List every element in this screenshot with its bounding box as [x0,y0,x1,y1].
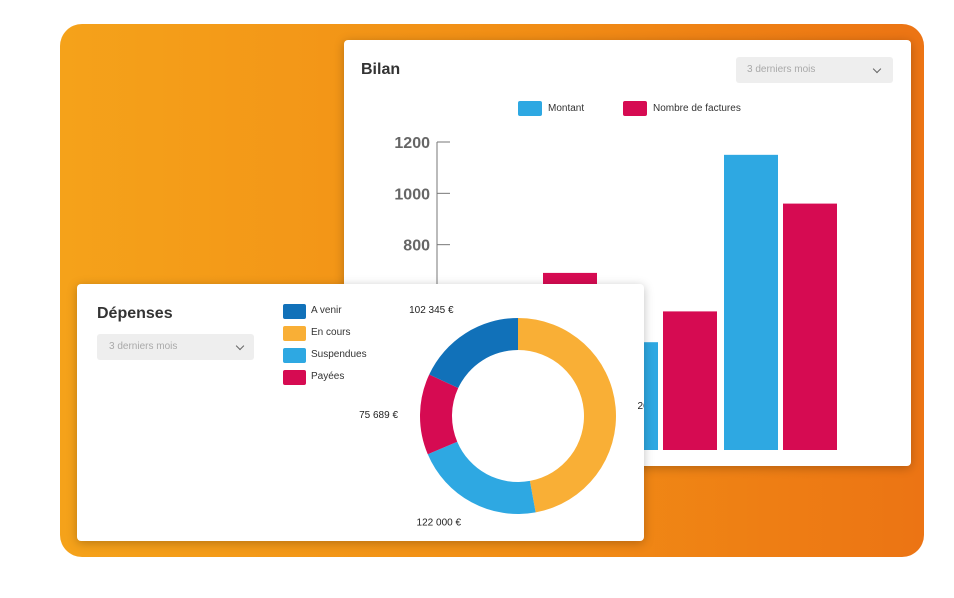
bar-montant [724,154,778,450]
legend-factures-swatch [623,101,647,116]
bilan-period-select[interactable]: 3 derniers mois [736,57,893,83]
depenses-card: Dépenses 3 derniers mois A venir En cour… [77,284,644,541]
legend-a-venir-label: A venir [311,305,342,316]
donut-slice-payées [420,374,459,455]
legend-payees-swatch [283,370,306,385]
bar-factures [783,203,837,450]
depenses-title: Dépenses [97,305,173,322]
legend-en-cours-label: En cours [311,327,351,338]
donut-value-label: 122 000 € [417,518,462,529]
y-tick-label: 800 [403,238,430,255]
legend-suspendues-label: Suspendues [311,349,367,360]
donut-value-label: 102 345 € [409,305,454,316]
donut-slice-en-cours [518,318,616,513]
donut-slice-a-venir [429,318,518,389]
legend-a-venir-swatch [283,304,306,319]
y-tick-label: 1200 [394,135,430,152]
depenses-period-select-label: 3 derniers mois [109,341,178,352]
depenses-period-select[interactable]: 3 derniers mois [97,334,254,360]
legend-factures-label: Nombre de factures [653,103,741,114]
bilan-title: Bilan [361,61,401,78]
donut-value-label: 75 689 € [359,410,398,421]
legend-suspendues-swatch [283,348,306,363]
bilan-period-select-label: 3 derniers mois [747,64,816,75]
legend-en-cours-swatch [283,326,306,341]
depenses-donut-chart: 267 345 € 122 000 € 75 689 € 102 345 € [359,305,644,529]
donut-value-label: 267 345 € [638,401,644,412]
bar-factures [663,311,717,450]
legend-payees-label: Payées [311,371,345,382]
donut-slice-suspendues [427,441,536,514]
y-tick-label: 1000 [394,186,430,203]
legend-montant-swatch [518,101,542,116]
legend-montant-label: Montant [548,103,585,114]
